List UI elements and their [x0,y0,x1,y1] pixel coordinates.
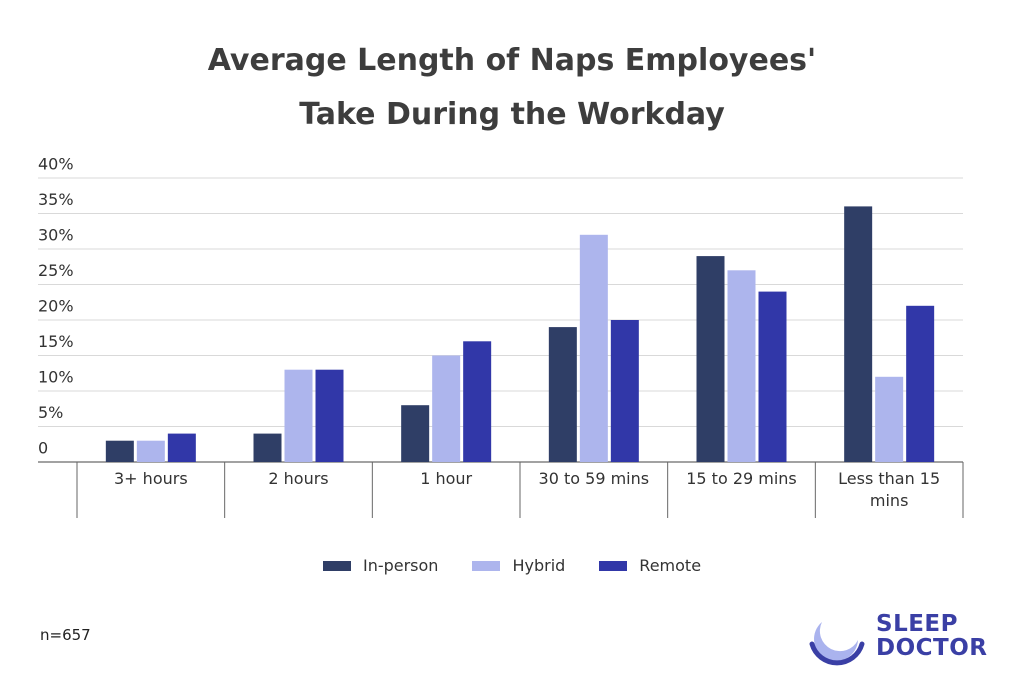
x-tick-label: 30 to 59 mins [538,469,650,488]
y-tick-label: 25% [38,261,74,280]
sample-note: n=657 [40,626,91,644]
logo-moon [814,622,858,661]
bar [253,433,282,462]
brand-line: SLEEP [876,611,959,637]
bar [167,433,196,462]
legend-swatch [599,560,628,571]
logo-icon [809,622,865,666]
x-tick-label: 15 to 29 mins [686,469,797,488]
bar [548,327,577,462]
y-tick-label: 10% [38,368,74,387]
y-tick-label: 40% [38,155,74,174]
bar [727,270,756,462]
legend-item: Hybrid [472,556,565,575]
legend-label: Hybrid [512,556,566,575]
y-tick-label: 35% [38,190,74,209]
y-tick-label: 15% [38,332,74,351]
bar [284,369,313,462]
legend: In-person Hybrid Remote [0,556,1024,575]
bar [432,355,461,462]
logo-arc [809,641,865,666]
brand: SLEEP DOCTOR [876,612,987,660]
legend-label: Remote [639,556,702,575]
legend-swatch [472,560,501,571]
bar [610,320,639,462]
y-tick-label: 30% [38,226,74,245]
bar [579,234,608,462]
bar [758,291,787,462]
y-tick-label: 20% [38,297,74,316]
bar [136,440,165,462]
x-tick-label: Less than 15 mins [838,469,941,510]
x-tick-label: 2 hours [268,469,329,488]
bar [463,341,492,462]
brand-line: DOCTOR [876,635,988,661]
bar [105,440,134,462]
bar [315,369,344,462]
bar [844,206,873,462]
bar [401,405,430,462]
x-tick-label: 3+ hours [114,469,188,488]
chart-title: Average Length of Naps Employees' Take D… [207,43,817,132]
bar [875,376,904,462]
y-tick-label: 0 [38,439,48,458]
bar [696,256,725,462]
legend-item: In-person [322,556,439,575]
legend-item: Remote [599,556,701,575]
bar [906,305,935,462]
legend-label: In-person [362,556,439,575]
legend-swatch [322,560,351,571]
plot: 0 5% 10% 15% 20% 25% 30% 35% 40% [38,155,964,518]
x-tick-label: 1 hour [420,469,473,488]
y-tick-label: 5% [38,403,63,422]
